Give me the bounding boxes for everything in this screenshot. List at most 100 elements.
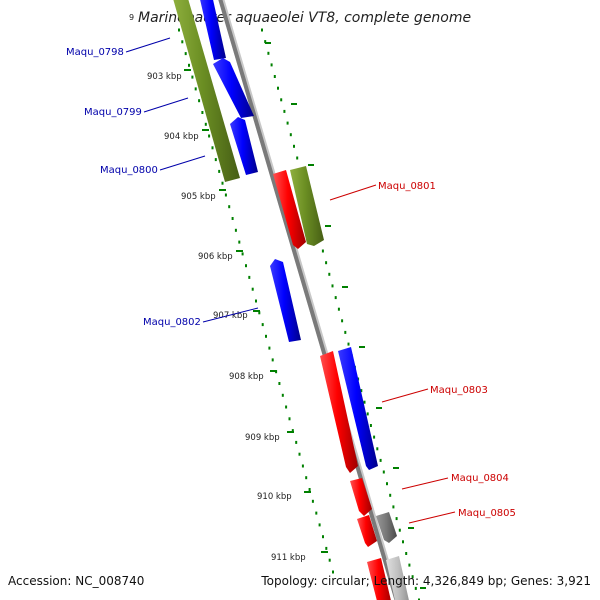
- feature-outer-olive-track: [173, 0, 324, 246]
- guide-dot: [337, 307, 340, 311]
- guide-dot: [296, 156, 299, 160]
- guide-dot: [251, 287, 254, 291]
- guide-dot: [241, 252, 244, 256]
- leader-line: [125, 37, 171, 53]
- feature-blue-2: [213, 58, 254, 118]
- feature-blue-3: [230, 117, 258, 175]
- guide-dot: [411, 575, 414, 579]
- guide-dot: [386, 482, 388, 486]
- guide-dot: [332, 570, 334, 574]
- guide-dot: [363, 400, 366, 404]
- guide-dot: [248, 275, 251, 279]
- gene-label-text: Maqu_0805: [458, 508, 516, 519]
- feature-blue-1: [200, 0, 226, 60]
- guide-dot: [392, 505, 395, 509]
- gene-label-maqu-0803[interactable]: Maqu_0803: [381, 385, 488, 403]
- gene-label-text: Maqu_0800: [100, 165, 158, 176]
- guide-dot: [331, 284, 334, 288]
- gene-label-maqu-0804[interactable]: Maqu_0804: [401, 473, 509, 490]
- guide-dot: [267, 51, 270, 55]
- guide-dot: [308, 488, 311, 491]
- guide-dot: [265, 334, 267, 338]
- guide-dot: [283, 109, 286, 113]
- guide-dot: [382, 470, 385, 474]
- guide-dot: [234, 228, 237, 232]
- outer-scale-ticks: [265, 42, 426, 589]
- tick-label: 909 kbp: [245, 433, 280, 443]
- guide-dot: [328, 558, 331, 562]
- topology-text: Topology: circular; Length: 4,326,849 bp…: [261, 574, 591, 588]
- tick-label: 910 kbp: [257, 492, 292, 502]
- guide-dot: [238, 240, 241, 244]
- guide-dot: [315, 511, 318, 515]
- gene-label-maqu-0801[interactable]: Maqu_0801: [329, 181, 436, 201]
- guide-dot: [280, 98, 283, 102]
- guide-dot: [258, 311, 261, 315]
- guide-dot: [373, 435, 376, 439]
- feature-red-5: [367, 558, 391, 600]
- guide-dot: [322, 535, 324, 539]
- guide-dot: [291, 429, 294, 433]
- tick-label: 906 kbp: [198, 252, 233, 262]
- scale-tick-909: 909 kbp: [245, 431, 294, 443]
- accession-text: Accession: NC_008740: [8, 574, 145, 588]
- leader-line: [202, 307, 259, 323]
- guide-dot: [408, 563, 411, 567]
- guide-dot: [214, 158, 217, 162]
- guide-dot: [273, 75, 276, 78]
- scale-tick-911: 911 kbp: [271, 551, 328, 563]
- gene-label-maqu-0799[interactable]: Maqu_0799: [84, 97, 189, 118]
- guide-dot: [328, 272, 331, 276]
- guide-dot: [228, 205, 231, 209]
- leader-line: [159, 155, 206, 171]
- leader-line: [408, 511, 456, 524]
- guide-dot: [191, 75, 194, 79]
- gene-label-text: Maqu_0799: [84, 107, 142, 118]
- guide-dot: [211, 146, 214, 150]
- gene-label-maqu-0802[interactable]: Maqu_0802: [143, 307, 259, 328]
- guide-dot: [376, 447, 379, 451]
- guide-dot: [305, 476, 308, 480]
- guide-dot: [285, 405, 288, 409]
- map-title-prefix: 9: [129, 13, 134, 22]
- feature-olive-2: [290, 166, 324, 246]
- guide-dot: [347, 342, 350, 346]
- guide-dot: [255, 299, 257, 303]
- guide-dot: [321, 249, 324, 253]
- tick-label: 903 kbp: [147, 72, 182, 82]
- leader-line: [381, 388, 429, 403]
- scale-tick-905: 905 kbp: [181, 189, 226, 202]
- guide-dot: [366, 412, 369, 416]
- guide-dot: [201, 111, 204, 114]
- guide-dot: [224, 193, 227, 197]
- gene-label-maqu-0800[interactable]: Maqu_0800: [100, 155, 206, 176]
- guide-dot: [194, 87, 197, 91]
- feature-reverse-track: [200, 0, 378, 470]
- guide-dot: [204, 122, 207, 126]
- guide-dot: [360, 389, 363, 393]
- guide-dot: [271, 358, 274, 362]
- guide-dot: [181, 40, 184, 44]
- guide-dot: [325, 261, 328, 265]
- guide-dot: [301, 464, 304, 468]
- guide-dot: [379, 458, 382, 462]
- tick-label: 908 kbp: [229, 372, 264, 382]
- guide-dot: [369, 424, 372, 427]
- feature-grey-1: [376, 512, 397, 543]
- guide-dot: [341, 319, 344, 323]
- inner-scale: 903 kbp 904 kbp 905 kbp 906 kbp 907 kbp …: [147, 69, 328, 563]
- guide-dot: [221, 181, 224, 185]
- feature-blue-4: [270, 259, 301, 342]
- gene-label-maqu-0805[interactable]: Maqu_0805: [408, 508, 516, 524]
- feature-forward-track: [273, 170, 391, 600]
- gene-label-text: Maqu_0801: [378, 181, 436, 192]
- feature-red-3: [350, 478, 372, 516]
- guide-dot: [389, 493, 392, 497]
- gene-label-maqu-0798[interactable]: Maqu_0798: [66, 37, 171, 58]
- feature-lightgrey-1: [386, 556, 409, 600]
- guide-dot: [218, 169, 221, 173]
- tick-label: 907 kbp: [213, 311, 248, 321]
- guide-dot: [405, 552, 408, 555]
- guide-dot: [277, 86, 279, 90]
- guide-dot: [395, 517, 398, 521]
